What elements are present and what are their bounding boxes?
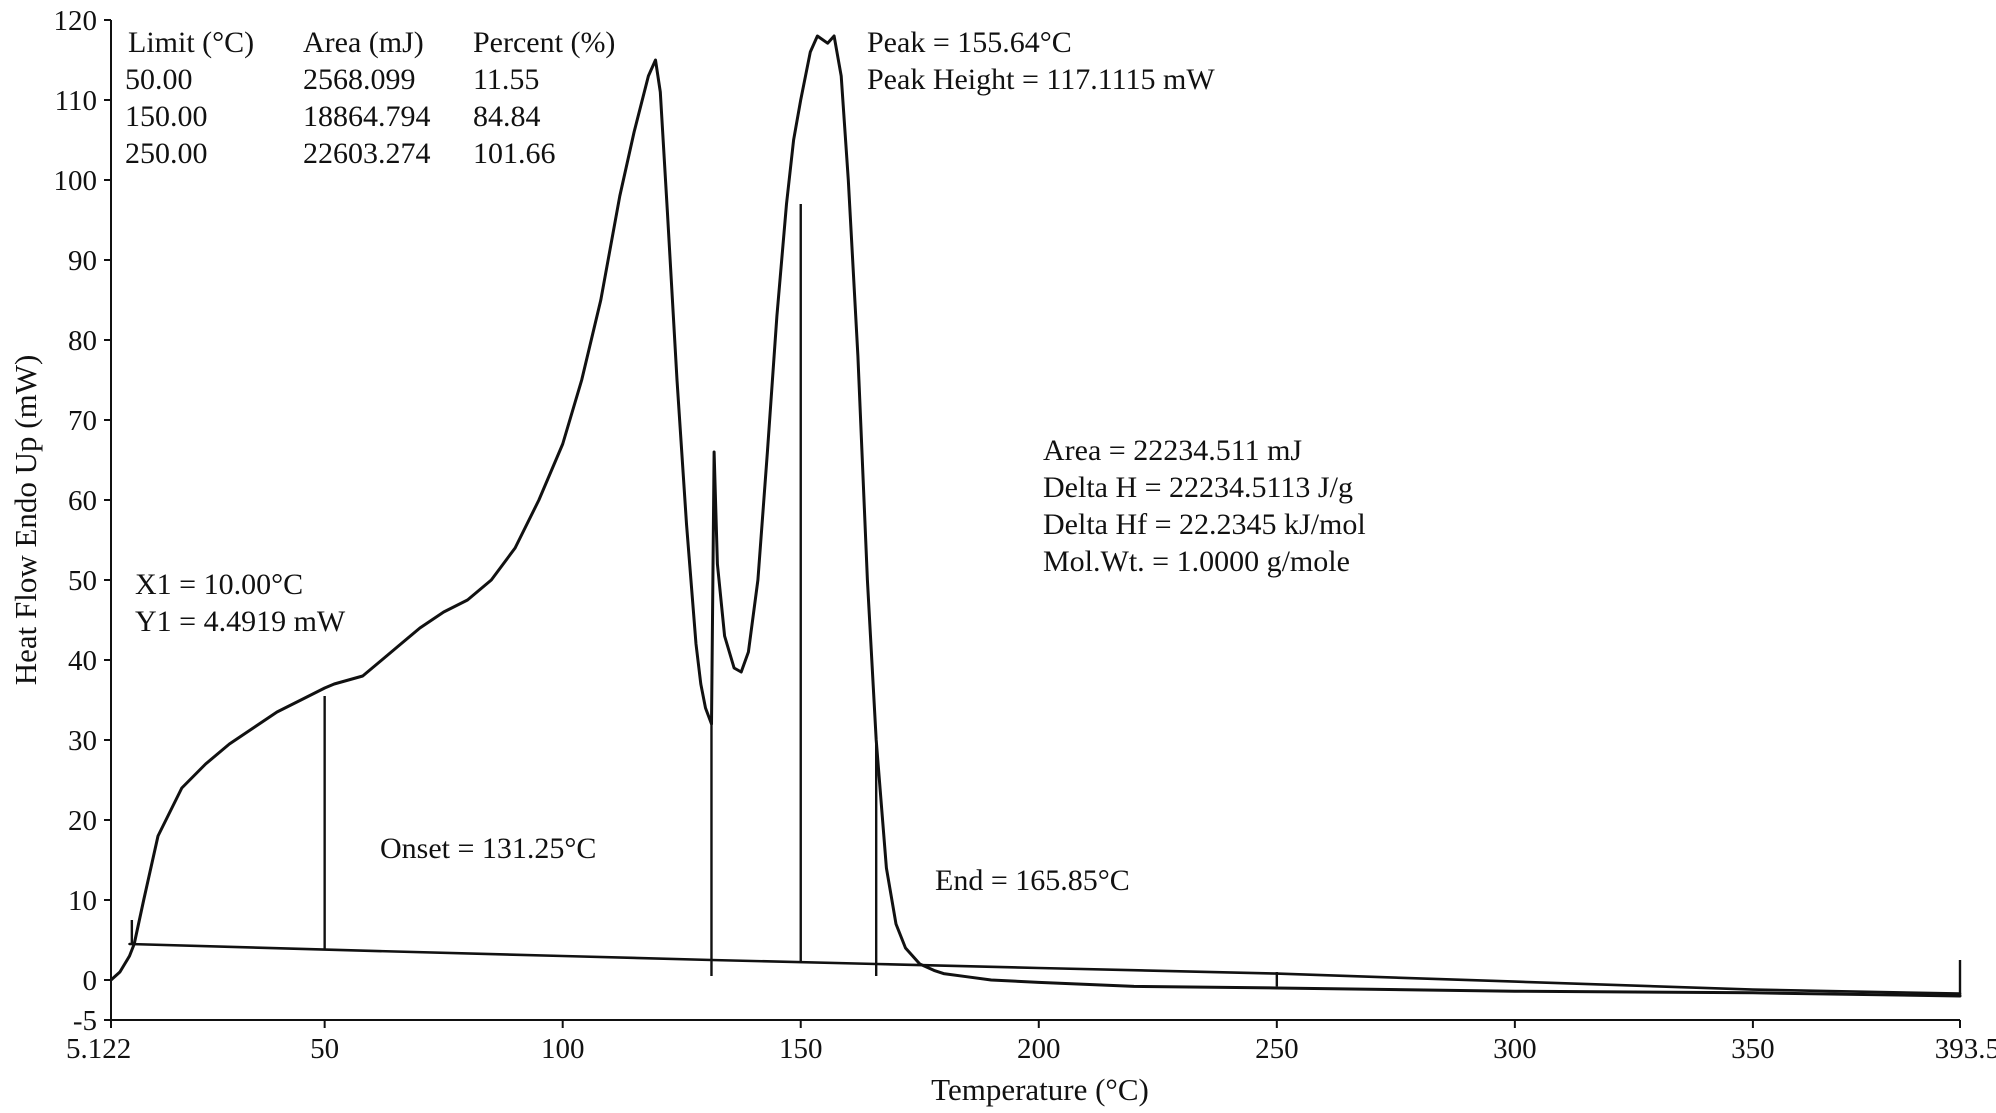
y-tick-label: 120 [54,5,98,37]
x-tick-label: 150 [779,1033,823,1065]
table-cell-area: 18864.794 [303,100,431,133]
y-tick-label: 60 [68,485,97,517]
x-tick-label: 5.122 [66,1033,131,1065]
end-label: End = 165.85°C [935,864,1130,897]
table-cell-area: 22603.274 [303,137,431,170]
delta-h-label: Delta H = 22234.5113 J/g [1043,471,1353,504]
y-tick-label: 0 [83,965,98,997]
y-tick-label: 70 [68,405,97,437]
y-tick-label: 40 [68,645,97,677]
table-header-limit: Limit (°C) [128,26,254,59]
table-cell-limit: 150.00 [125,100,208,133]
y-tick-label: 10 [68,885,97,917]
x-axis-ticks: 5.122 50 100 150 200 250 300 350 393.5 [66,1020,1996,1065]
x-tick-label: 393.5 [1935,1033,1996,1065]
area-label: Area = 22234.511 mJ [1043,434,1302,467]
axes [110,20,1960,1021]
table-cell-percent: 101.66 [473,137,556,170]
baseline-curve [128,942,1962,995]
y-tick-label: 110 [55,85,97,117]
x-tick-label: 50 [310,1033,339,1065]
table-header-percent: Percent (%) [473,26,615,59]
y-axis-ticks: -5 0 10 20 30 40 50 60 70 80 90 100 110 120 [54,5,111,1037]
x-tick-label: 300 [1493,1033,1537,1065]
x1-label: X1 = 10.00°C [135,568,303,601]
limits-table: Limit (°C) Area (mJ) Percent (%) 50.00 2… [125,26,615,170]
table-cell-percent: 84.84 [473,100,541,133]
onset-label: Onset = 131.25°C [380,832,596,865]
y-tick-label: 100 [54,165,98,197]
table-cell-area: 2568.099 [303,63,416,96]
cursor-annotation: X1 = 10.00°C Y1 = 4.4919 mW [135,568,346,638]
delta-hf-label: Delta Hf = 22.2345 kJ/mol [1043,508,1366,541]
peak-temperature-label: Peak = 155.64°C [867,26,1072,59]
y-tick-label: 50 [68,565,97,597]
x-tick-label: 200 [1017,1033,1061,1065]
table-header-area: Area (mJ) [303,26,424,59]
peak-height-label: Peak Height = 117.1115 mW [867,63,1215,96]
y-tick-label: 80 [68,325,97,357]
peak-annotation: Peak = 155.64°C Peak Height = 117.1115 m… [867,26,1215,96]
area-annotation: Area = 22234.511 mJ Delta H = 22234.5113… [1043,434,1366,578]
table-cell-limit: 250.00 [125,137,208,170]
table-cell-limit: 50.00 [125,63,193,96]
x-tick-label: 100 [541,1033,585,1065]
y1-label: Y1 = 4.4919 mW [135,605,346,638]
table-cell-percent: 11.55 [473,63,539,96]
y-tick-label: -5 [73,1005,97,1037]
vertical-markers [130,204,1962,996]
x-tick-label: 250 [1255,1033,1299,1065]
heat-flow-curve [109,34,1962,998]
y-axis-title: Heat Flow Endo Up (mW) [8,355,43,686]
y-tick-label: 90 [68,245,97,277]
mol-wt-label: Mol.Wt. = 1.0000 g/mole [1043,545,1350,578]
x-tick-label: 350 [1731,1033,1775,1065]
y-tick-label: 20 [68,805,97,837]
series-group [109,34,1962,998]
y-tick-label: 30 [68,725,97,757]
x-axis-title: Temperature (°C) [931,1072,1149,1107]
